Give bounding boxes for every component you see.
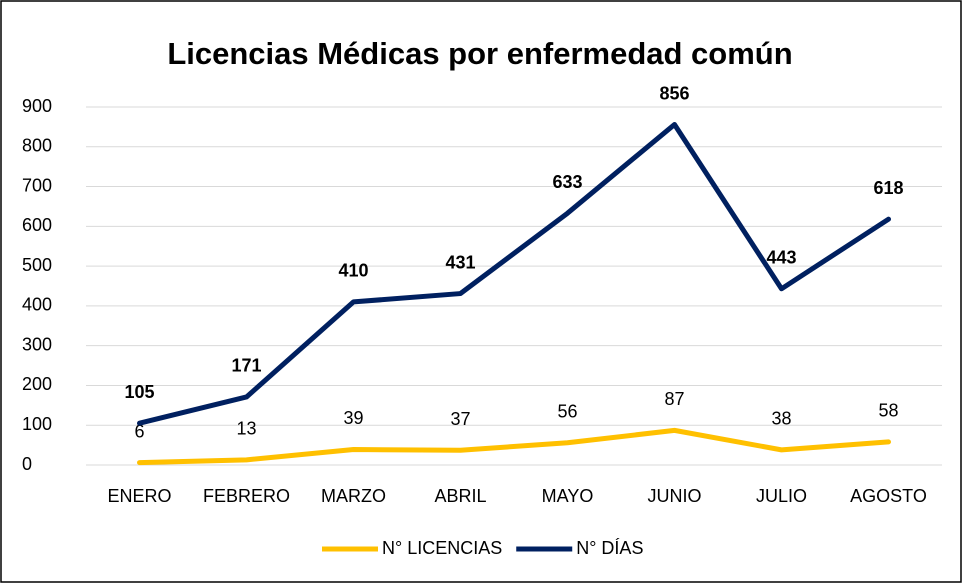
data-label: 171	[231, 356, 261, 376]
x-tick-label: MARZO	[321, 486, 386, 506]
data-label: 410	[338, 261, 368, 281]
y-tick-label: 200	[22, 374, 52, 394]
y-tick-label: 700	[22, 175, 52, 195]
data-label: 856	[659, 83, 689, 103]
data-label: 58	[878, 401, 898, 421]
y-tick-label: 300	[22, 334, 52, 354]
data-label: 431	[445, 252, 475, 272]
legend-label: N° LICENCIAS	[382, 538, 502, 558]
y-tick-label: 500	[22, 255, 52, 275]
data-label: 39	[343, 408, 363, 428]
x-tick-label: FEBRERO	[203, 486, 290, 506]
chart-title: Licencias Médicas por enfermedad común	[167, 36, 792, 71]
y-tick-label: 0	[22, 454, 32, 474]
y-tick-label: 400	[22, 295, 52, 315]
x-tick-label: MAYO	[542, 486, 594, 506]
x-tick-label: AGOSTO	[850, 486, 927, 506]
data-label: 56	[557, 401, 577, 421]
x-tick-label: ABRIL	[434, 486, 486, 506]
data-label: 443	[766, 248, 796, 268]
data-label: 6	[134, 421, 144, 441]
data-label: 87	[664, 389, 684, 409]
x-tick-label: JUNIO	[648, 486, 702, 506]
y-tick-label: 600	[22, 215, 52, 235]
y-tick-label: 900	[22, 96, 52, 116]
x-tick-label: ENERO	[107, 486, 171, 506]
x-tick-label: JULIO	[756, 486, 807, 506]
data-label: 633	[552, 172, 582, 192]
data-label: 618	[873, 178, 903, 198]
data-label: 105	[124, 382, 154, 402]
data-label: 38	[771, 409, 791, 429]
y-tick-label: 800	[22, 136, 52, 156]
y-tick-label: 100	[22, 414, 52, 434]
legend-label: N° DÍAS	[576, 538, 643, 558]
series-line	[137, 427, 891, 466]
series-line	[137, 122, 891, 426]
data-label: 13	[236, 419, 256, 439]
data-label: 37	[450, 409, 470, 429]
